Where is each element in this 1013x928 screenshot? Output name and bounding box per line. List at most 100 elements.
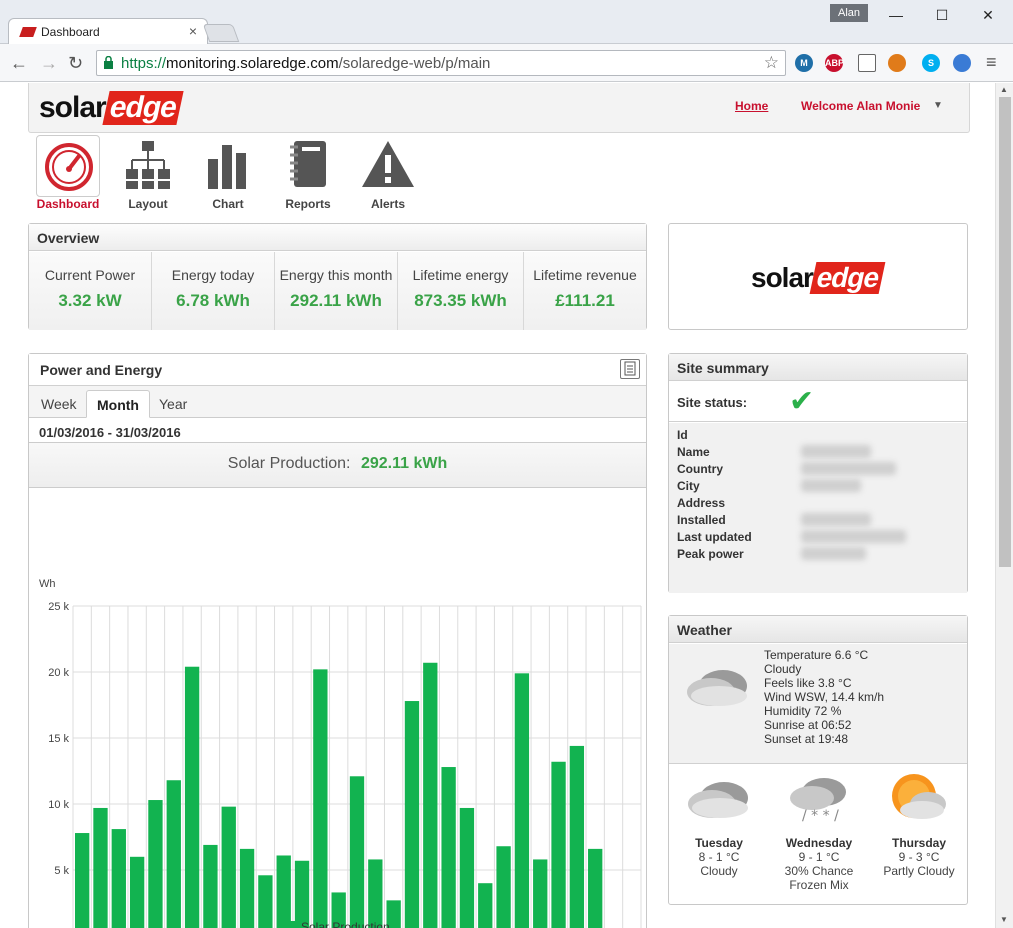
cloud-icon: [687, 670, 747, 706]
site-status-label: Site status:: [677, 395, 748, 410]
layout-tree-icon: [116, 135, 180, 197]
field-peak-power: Peak power: [677, 547, 744, 561]
nav-reports[interactable]: Reports: [273, 135, 343, 215]
bookmark-star-icon[interactable]: ☆: [763, 53, 779, 72]
blurred-value: [801, 530, 906, 543]
scroll-down-icon[interactable]: ▼: [1000, 915, 1008, 924]
extension-m-icon[interactable]: M: [795, 54, 813, 72]
bar-day-29: [588, 848, 603, 928]
browser-tab[interactable]: Dashboard ×: [8, 18, 208, 45]
bar-day-19: [404, 701, 420, 928]
y-axis-label: Wh: [39, 578, 56, 590]
bar-day-4: [129, 856, 145, 928]
period-tabs: Week Month Year: [29, 386, 646, 418]
bar-day-3: [111, 829, 126, 928]
checkmark-icon: ✔: [789, 385, 815, 418]
bar-day-7: [184, 666, 200, 928]
site-summary-title: Site summary: [669, 354, 967, 381]
legend-swatch: [281, 921, 295, 928]
sun-cloud-icon: [892, 774, 946, 819]
scrollbar-thumb[interactable]: [999, 97, 1011, 567]
bar-day-1: [75, 833, 90, 928]
site-fields: Id Name Country City Address Installed L…: [669, 423, 967, 593]
page-scrollbar[interactable]: ▲ ▼: [995, 83, 1013, 928]
overview-panel: Overview Current Power 3.32 kW Energy tod…: [28, 223, 647, 330]
overview-lifetime-energy: Lifetime energy 873.35 kWh: [398, 252, 524, 330]
bar-day-22: [459, 807, 475, 928]
field-id: Id: [677, 428, 688, 442]
y-tick-label: 20 k: [48, 667, 69, 679]
notebook-icon: [276, 135, 340, 197]
scroll-up-icon[interactable]: ▲: [1000, 85, 1008, 94]
export-icon[interactable]: [620, 359, 640, 379]
site-logo-panel: solaredge: [668, 223, 968, 330]
forecast-wednesday: / * * / Wednesday 9 - 1 °C 30% Chance Fr…: [769, 768, 869, 898]
browser-toolbar: ← → ↻ https://monitoring.solaredge.com/s…: [0, 44, 1013, 82]
adblock-icon[interactable]: ABP: [825, 54, 844, 72]
solaredge-logo[interactable]: solaredge: [39, 91, 184, 125]
bar-day-20: [423, 662, 438, 928]
menu-icon[interactable]: ≡: [986, 52, 997, 72]
production-summary: Solar Production: 292.11 kWh: [29, 442, 646, 488]
home-link[interactable]: Home: [735, 99, 769, 113]
production-label: Solar Production:: [227, 455, 351, 472]
nav-chart[interactable]: Chart: [193, 135, 263, 215]
bar-day-10: [239, 848, 255, 928]
page-content: solaredge Home Welcome Alan Monie ▼ Dash…: [0, 83, 996, 928]
site-status-row: Site status: ✔: [669, 382, 967, 422]
bar-day-6: [166, 780, 181, 928]
site-header: solaredge Home Welcome Alan Monie ▼: [28, 83, 970, 133]
tab-week[interactable]: Week: [41, 396, 77, 412]
chevron-down-icon[interactable]: ▼: [933, 100, 943, 111]
bar-chart-icon: [196, 135, 260, 197]
minimize-icon[interactable]: —: [889, 7, 903, 23]
forward-icon[interactable]: →: [40, 53, 58, 73]
overview-lifetime-revenue: Lifetime revenue £111.21: [524, 252, 646, 330]
url-text: https://monitoring.solaredge.com/solared…: [121, 55, 491, 72]
overview-title: Overview: [29, 224, 646, 251]
reload-icon[interactable]: ↻: [68, 53, 84, 73]
snow-cloud-icon: / * * /: [790, 778, 846, 824]
nav-alerts[interactable]: Alerts: [353, 135, 423, 215]
field-installed: Installed: [677, 513, 726, 527]
warning-icon: [356, 135, 420, 197]
blurred-value: [801, 547, 866, 560]
lock-icon: [104, 56, 113, 69]
bar-day-9: [221, 806, 236, 928]
bar-day-25: [514, 673, 530, 928]
bar-day-23: [478, 883, 493, 928]
nav-layout[interactable]: Layout: [113, 135, 183, 215]
maximize-icon[interactable]: ☐: [935, 7, 949, 23]
cast-icon[interactable]: [858, 54, 876, 72]
bar-day-24: [496, 846, 511, 928]
y-tick-label: 5 k: [54, 865, 69, 877]
bar-day-15: [331, 892, 346, 928]
back-icon[interactable]: ←: [10, 53, 28, 73]
bar-day-27: [551, 761, 566, 928]
field-last-updated: Last updated: [677, 530, 752, 544]
bar-day-8: [203, 844, 218, 928]
legend-label: Solar Production: [301, 920, 390, 928]
y-tick-label: 25 k: [48, 601, 69, 613]
forecast-thursday: Thursday 9 - 3 °C Partly Cloudy: [869, 768, 969, 898]
skype-icon[interactable]: S: [922, 54, 940, 72]
profile-badge[interactable]: Alan: [830, 4, 868, 22]
bar-day-21: [441, 767, 456, 928]
close-window-icon[interactable]: ✕: [982, 7, 994, 23]
tab-year[interactable]: Year: [159, 396, 188, 412]
extension-orange-icon[interactable]: [888, 54, 906, 72]
tab-close-icon[interactable]: ×: [188, 23, 197, 39]
address-bar[interactable]: https://monitoring.solaredge.com/solared…: [96, 50, 786, 76]
bar-day-2: [93, 807, 108, 928]
bar-day-28: [569, 745, 585, 928]
tab-month[interactable]: Month: [86, 390, 150, 418]
blurred-value: [801, 462, 896, 475]
welcome-user-menu[interactable]: Welcome Alan Monie: [801, 99, 921, 113]
main-nav: Dashboard Layout Chart Reports Alerts: [28, 135, 448, 215]
svg-text:/ * * /: / * * /: [802, 808, 839, 824]
nav-dashboard[interactable]: Dashboard: [33, 135, 103, 215]
bar-day-12: [276, 855, 291, 928]
new-tab-button[interactable]: [202, 24, 240, 42]
production-value: 292.11 kWh: [360, 455, 448, 472]
cloud-extension-icon[interactable]: [953, 54, 971, 72]
